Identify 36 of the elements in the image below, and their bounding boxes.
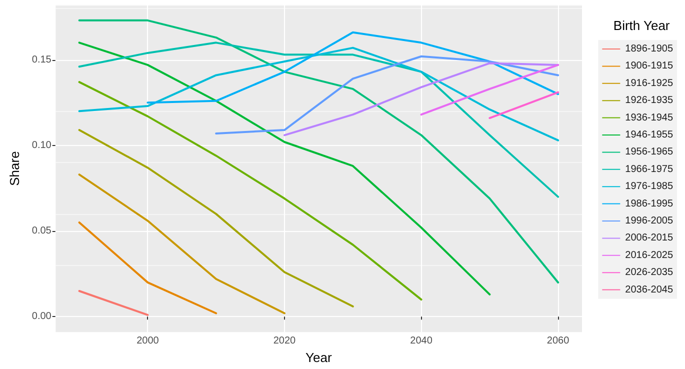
line-series bbox=[78, 129, 354, 308]
legend-label: 1976-1985 bbox=[625, 181, 674, 192]
x-axis-title: Year bbox=[306, 350, 332, 365]
legend-label: 2026-2035 bbox=[625, 267, 674, 278]
line-series bbox=[78, 19, 560, 284]
y-axis-title: Share bbox=[7, 151, 22, 186]
x-tick-label: 2040 bbox=[410, 336, 433, 347]
line-series bbox=[78, 42, 560, 198]
legend-label: 1916-1925 bbox=[625, 78, 674, 89]
legend-label: 1946-1955 bbox=[625, 130, 674, 140]
y-tick-label: 0.10 bbox=[32, 140, 52, 151]
legend-label: 1996-2005 bbox=[625, 216, 674, 226]
line-series bbox=[78, 46, 560, 142]
legend-label: 1896-1905 bbox=[625, 44, 674, 54]
legend-label: 2036-2045 bbox=[625, 284, 674, 296]
legend-label: 1926-1935 bbox=[625, 95, 674, 106]
x-tick-label: 2060 bbox=[546, 336, 570, 347]
y-tick-label: 0.15 bbox=[32, 54, 52, 66]
line-series bbox=[78, 174, 286, 314]
legend-label: 1956-1965 bbox=[625, 146, 674, 158]
line-series bbox=[215, 55, 560, 134]
x-tick-label: 2020 bbox=[273, 336, 296, 347]
line-series bbox=[283, 62, 560, 136]
legend-label: 2006-2015 bbox=[625, 232, 674, 244]
legend-label: 1966-1975 bbox=[625, 164, 674, 175]
line-series bbox=[146, 31, 560, 104]
legend-label: 2016-2025 bbox=[625, 250, 674, 261]
y-tick-label: 0.00 bbox=[32, 311, 52, 322]
line-series bbox=[78, 81, 422, 301]
legend-label: 1936-1945 bbox=[625, 112, 674, 124]
legend-title: Birth Year bbox=[613, 18, 670, 33]
x-tick-label: 2000 bbox=[136, 336, 160, 347]
legend-label: 1986-1995 bbox=[625, 198, 674, 210]
line-series bbox=[78, 42, 491, 296]
legend-label: 1906-1915 bbox=[625, 60, 674, 72]
y-tick-label: 0.05 bbox=[32, 226, 52, 237]
